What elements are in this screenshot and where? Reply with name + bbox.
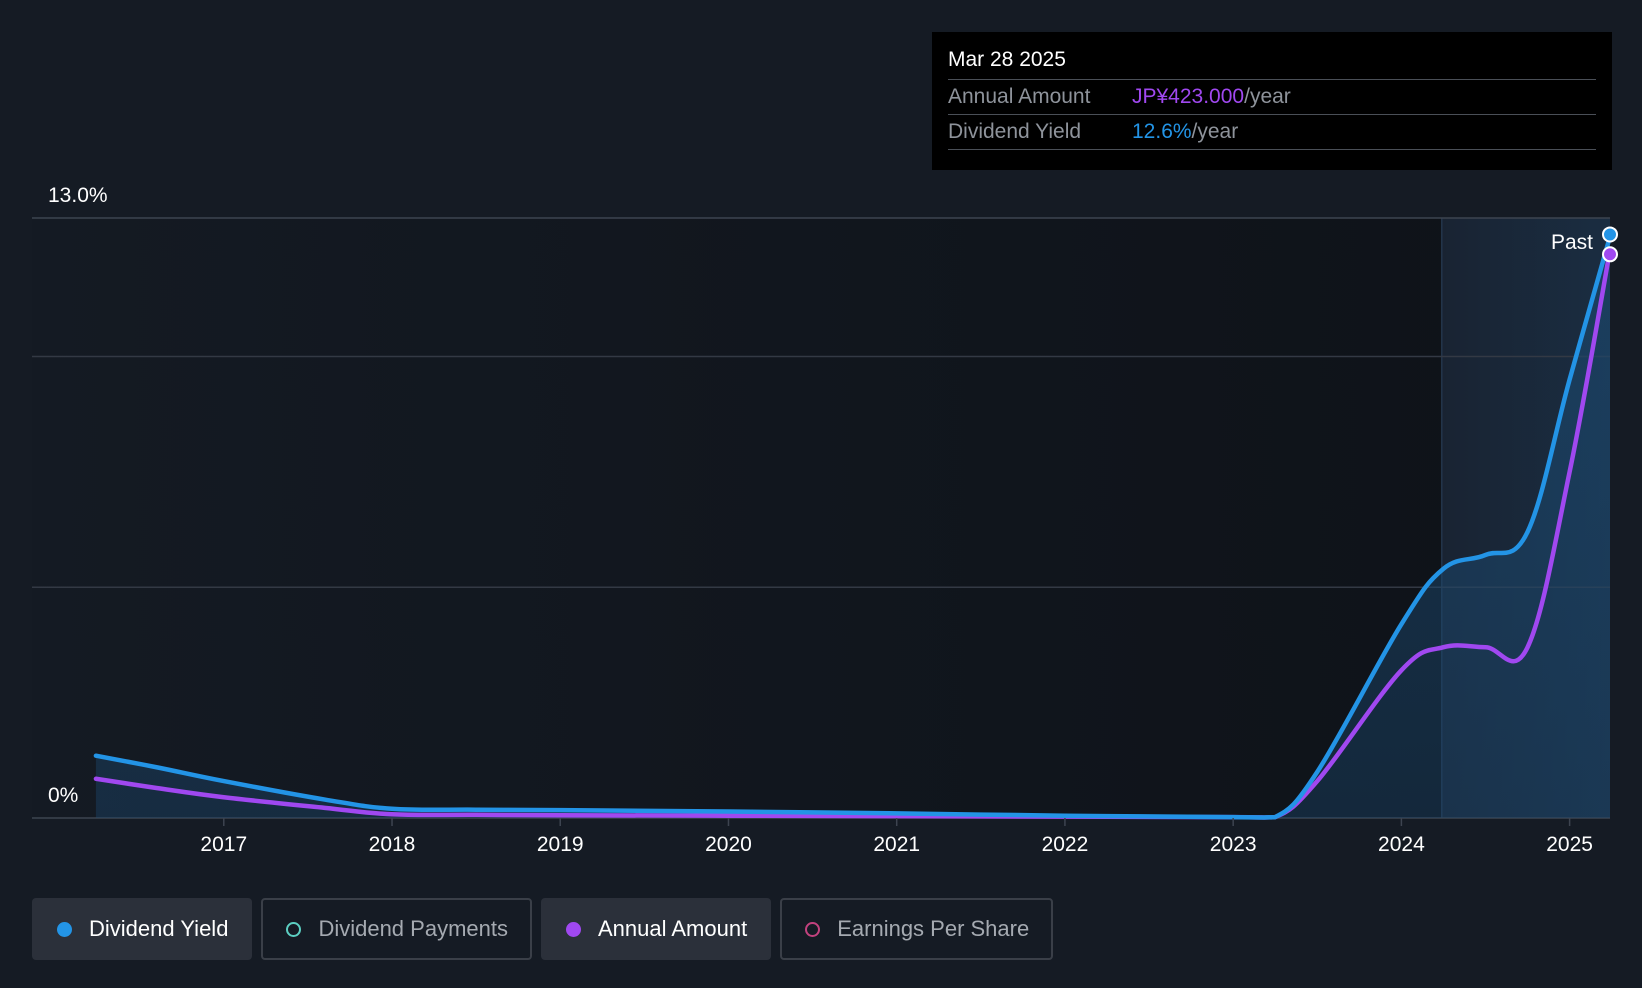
legend-earnings-per-share-ring-icon bbox=[805, 921, 821, 937]
past-label: Past bbox=[1551, 231, 1593, 254]
tooltip-dividend-yield-suffix: /year bbox=[1191, 120, 1239, 143]
legend-annual-amount-label: Annual Amount bbox=[597, 916, 748, 941]
x-tick-label: 2017 bbox=[200, 833, 247, 856]
annual-amount-end-marker bbox=[1602, 246, 1618, 263]
dividend-yield-end-marker bbox=[1602, 226, 1618, 243]
legend-annual-amount[interactable]: Annual Amount bbox=[540, 898, 772, 960]
dividend-yield-line bbox=[93, 234, 1613, 820]
x-tick-label: 2022 bbox=[1042, 833, 1089, 856]
tooltip-annual-amount-value: JP¥423.000 bbox=[1132, 85, 1245, 108]
x-tick-label: 2019 bbox=[537, 833, 584, 856]
x-tick-label: 2025 bbox=[1546, 833, 1593, 856]
x-tick-label: 2021 bbox=[873, 833, 920, 856]
x-tick-label: 2024 bbox=[1378, 833, 1425, 856]
tooltip-dividend-yield-value: 12.6% bbox=[1132, 120, 1192, 143]
legend-dividend-yield-dot-icon bbox=[57, 921, 72, 937]
x-tick-label: 2020 bbox=[705, 833, 752, 856]
tooltip-dividend-yield-label: Dividend Yield bbox=[948, 120, 1082, 143]
legend-dividend-payments[interactable]: Dividend Payments bbox=[261, 898, 532, 960]
y-max-label: 13.0% bbox=[48, 184, 108, 207]
x-tick-label: 2018 bbox=[369, 833, 416, 856]
y-min-label: 0% bbox=[48, 784, 78, 807]
tooltip-annual-amount-suffix: /year bbox=[1244, 85, 1291, 108]
legend-dividend-payments-label: Dividend Payments bbox=[318, 916, 508, 941]
tooltip-date: Mar 28 2025 bbox=[948, 46, 1596, 80]
tooltip: Mar 28 2025 Annual Amount JP¥423.000 /ye… bbox=[932, 32, 1612, 170]
tooltip-annual-amount-row: Annual Amount JP¥423.000 /year bbox=[948, 80, 1596, 115]
tooltip-dividend-yield-row: Dividend Yield 12.6% /year bbox=[948, 115, 1596, 150]
legend-annual-amount-dot-icon bbox=[565, 921, 581, 937]
legend-earnings-per-share-label: Earnings Per Share bbox=[837, 916, 1030, 941]
legend-dividend-payments-ring-icon bbox=[286, 921, 302, 937]
legend-dividend-yield[interactable]: Dividend Yield bbox=[32, 898, 253, 960]
legend-earnings-per-share[interactable]: Earnings Per Share bbox=[780, 898, 1054, 960]
x-tick-label: 2023 bbox=[1210, 833, 1257, 856]
legend: Dividend Yield Dividend Payments Annual … bbox=[32, 898, 1054, 960]
dividend-yield-area bbox=[95, 236, 1611, 818]
legend-dividend-yield-label: Dividend Yield bbox=[89, 916, 229, 941]
tooltip-annual-amount-label: Annual Amount bbox=[948, 85, 1091, 108]
